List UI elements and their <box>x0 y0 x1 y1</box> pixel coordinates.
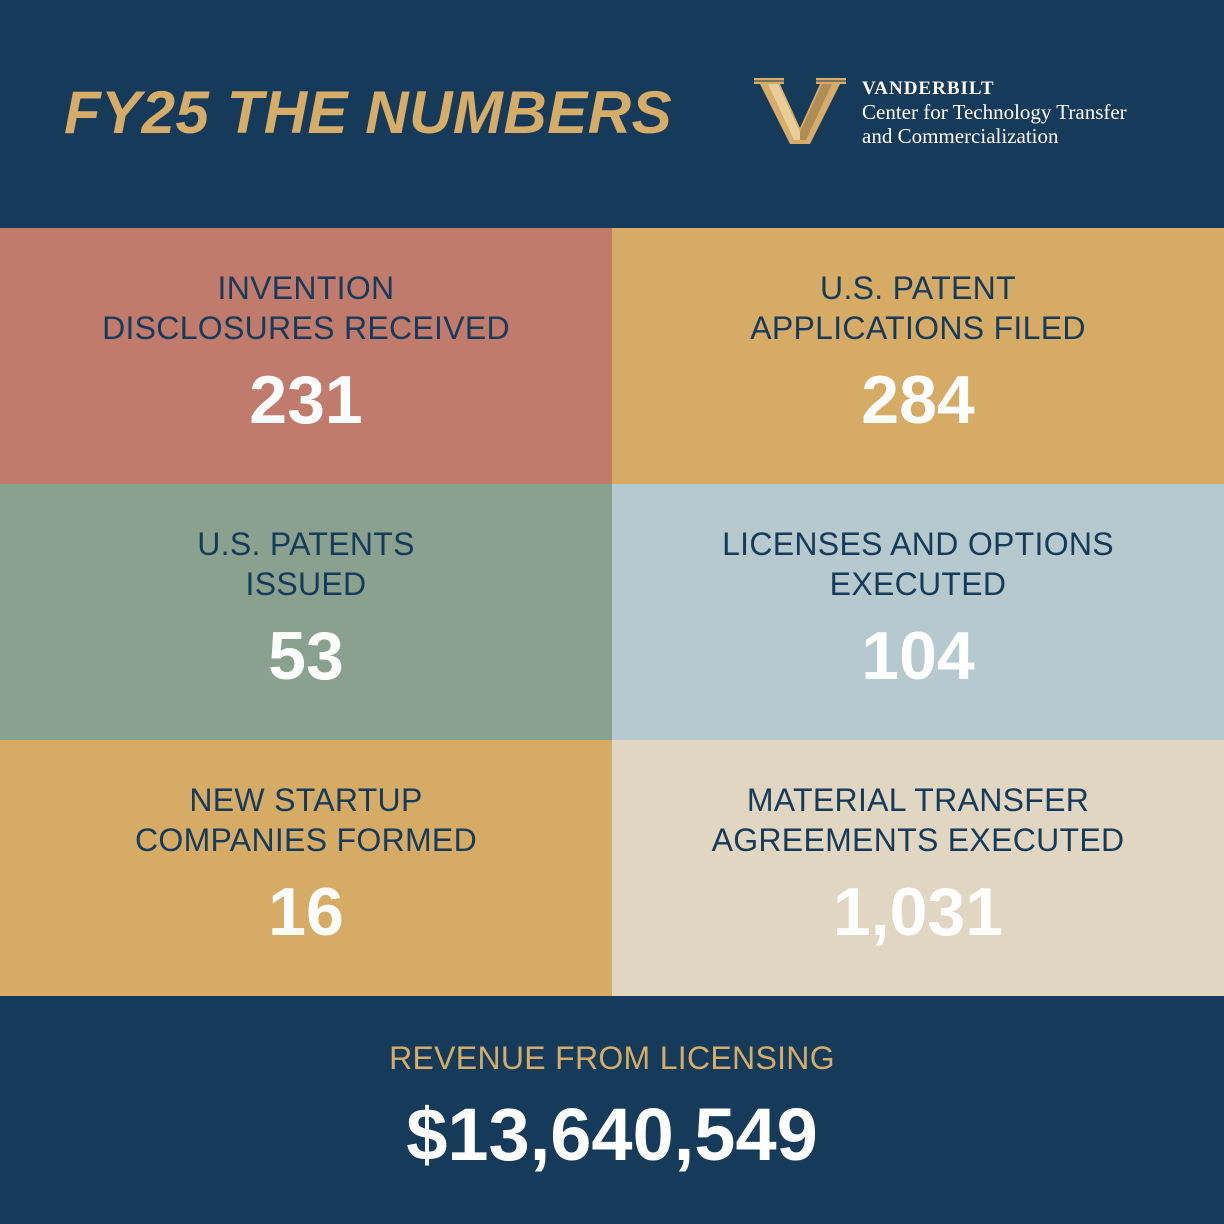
stat-material-transfer: MATERIAL TRANSFER AGREEMENTS EXECUTED 1,… <box>612 740 1224 996</box>
stat-label: NEW STARTUP COMPANIES FORMED <box>134 782 477 858</box>
logo-subtitle-line-1: Center for Technology Transfer <box>862 100 1127 124</box>
stat-patents-issued: U.S. PATENTS ISSUED 53 <box>0 484 612 740</box>
page-title: FY25 THE NUMBERS <box>64 79 673 146</box>
stat-label: INVENTION DISCLOSURES RECEIVED <box>102 270 510 346</box>
revenue-label: REVENUE FROM LICENSING <box>389 1040 835 1076</box>
revenue-value: $13,640,549 <box>406 1093 818 1176</box>
stat-value: 284 <box>861 362 975 438</box>
vanderbilt-v-icon <box>754 78 846 144</box>
stat-value: 231 <box>249 362 363 438</box>
stats-grid: INVENTION DISCLOSURES RECEIVED 231 U.S. … <box>0 228 1224 996</box>
logo-wordmark: VANDERBILT Center for Technology Transfe… <box>862 78 1127 148</box>
stat-label: MATERIAL TRANSFER AGREEMENTS EXECUTED <box>711 782 1125 858</box>
stat-patent-applications: U.S. PATENT APPLICATIONS FILED 284 <box>612 228 1224 484</box>
stat-label: U.S. PATENT APPLICATIONS FILED <box>750 270 1086 346</box>
stat-value: 104 <box>861 618 975 694</box>
stat-value: 1,031 <box>832 874 1004 950</box>
revenue-section: REVENUE FROM LICENSING $13,640,549 <box>0 996 1224 1224</box>
stat-invention-disclosures: INVENTION DISCLOSURES RECEIVED 231 <box>0 228 612 484</box>
stat-startup-companies: NEW STARTUP COMPANIES FORMED 16 <box>0 740 612 996</box>
vanderbilt-logo: VANDERBILT Center for Technology Transfe… <box>754 76 1174 148</box>
logo-subtitle-line-2: and Commercialization <box>862 124 1059 148</box>
stat-label: U.S. PATENTS ISSUED <box>197 526 415 602</box>
header: FY25 THE NUMBERS VANDERBILT Center for T… <box>0 0 1224 228</box>
stat-licenses-options: LICENSES AND OPTIONS EXECUTED 104 <box>612 484 1224 740</box>
stat-value: 16 <box>268 874 344 950</box>
logo-name: VANDERBILT <box>862 78 995 99</box>
stat-value: 53 <box>268 618 344 694</box>
stat-label: LICENSES AND OPTIONS EXECUTED <box>722 526 1114 602</box>
